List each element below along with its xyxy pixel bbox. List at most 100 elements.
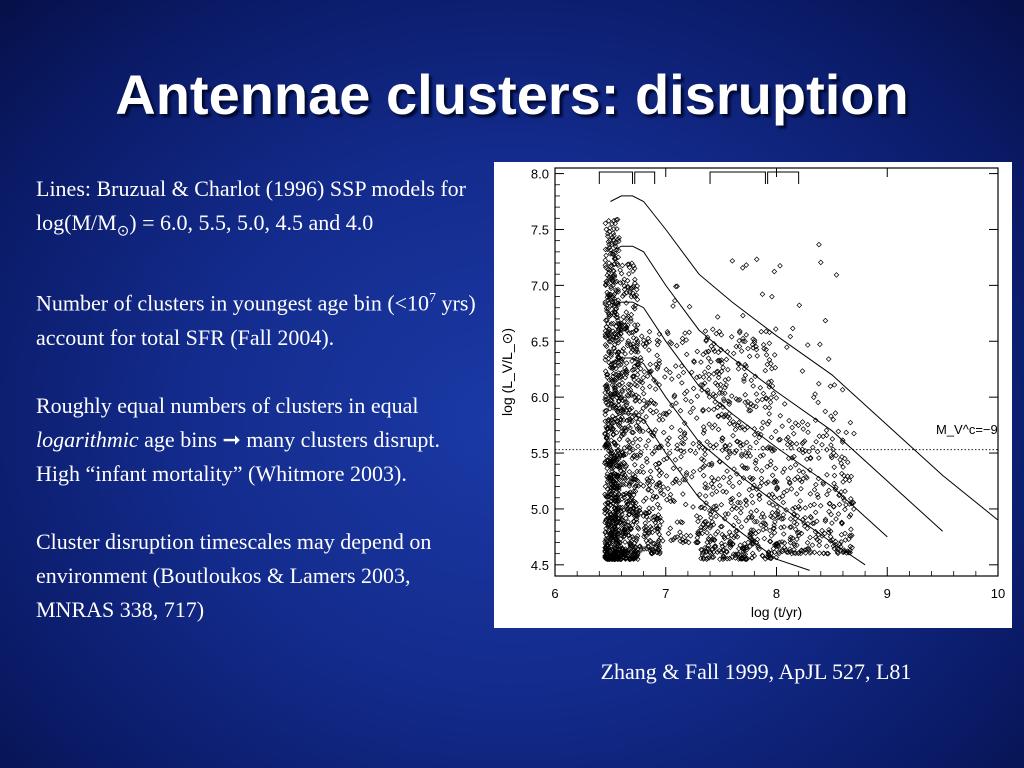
data-point [755,528,762,535]
data-point [683,532,690,539]
data-point [687,447,694,454]
data-point [630,547,637,554]
data-point [771,525,777,532]
data-point [794,474,801,480]
data-point [638,449,644,456]
data-point [729,554,736,561]
data-point [635,394,642,400]
data-point [774,504,780,510]
data-point [778,516,785,522]
data-point [794,530,801,536]
data-point [735,518,742,525]
data-point [653,379,659,385]
data-point [630,374,636,380]
data-point [611,295,618,302]
data-point [603,317,609,324]
data-point [677,427,684,434]
data-point [631,366,637,373]
data-point [628,311,635,318]
data-point [798,547,804,554]
data-point [835,428,842,435]
data-point [607,456,613,463]
data-point [621,405,628,412]
data-point [633,397,639,403]
data-point [831,480,837,487]
data-point [616,381,622,388]
data-point [825,550,831,557]
data-point [753,346,760,353]
data-point [631,461,638,468]
data-point [637,436,643,443]
data-point [817,259,824,266]
data-point [621,491,628,498]
data-point [687,409,694,416]
data-point [630,268,636,274]
data-point [753,403,759,410]
data-point [826,487,832,494]
data-point [759,553,766,559]
data-point [832,410,839,416]
data-point [617,416,624,422]
data-point [660,491,667,498]
data-point [638,510,644,516]
data-point [722,377,728,383]
data-point [629,367,636,373]
data-point [626,449,633,455]
data-point [616,238,622,245]
data-point [656,360,663,367]
data-point [751,337,758,344]
data-point [770,502,776,508]
data-point [762,367,769,374]
data-points [602,216,857,563]
data-point [768,378,775,385]
data-point [747,474,753,481]
data-point [680,369,687,376]
data-point [621,283,628,289]
data-point [748,492,755,499]
data-point [766,404,773,411]
data-point [610,328,616,334]
data-point [632,276,638,283]
data-point [744,544,750,551]
data-point [716,482,723,489]
data-point [628,316,634,322]
data-point [665,530,672,537]
data-point [693,539,699,546]
data-point [762,555,769,562]
data-point [632,280,638,286]
data-point [688,474,695,480]
data-point [612,553,619,560]
data-point [617,539,623,546]
data-point [617,477,624,484]
data-point [769,293,775,300]
data-point [679,335,686,342]
data-point [718,368,725,375]
data-point [686,329,693,336]
data-point [630,440,636,446]
data-point [606,334,612,340]
data-point [717,401,723,408]
data-point [647,537,653,544]
data-point [603,226,610,233]
data-point [819,441,825,448]
data-point [736,329,743,336]
data-point [629,260,635,267]
data-point [700,457,707,464]
data-point [621,460,628,467]
data-point [793,441,800,447]
data-point [748,509,754,515]
data-point [703,556,710,563]
data-point [738,453,745,459]
data-point [682,330,688,336]
data-point [823,543,830,549]
data-point [625,340,631,347]
data-point [602,458,609,465]
x-tick-label: 7 [662,586,669,601]
data-point [787,524,793,530]
data-point [813,481,819,488]
data-point [628,392,634,398]
data-point [849,544,855,551]
data-point [643,527,649,533]
data-point [602,505,609,512]
data-point [793,521,800,527]
